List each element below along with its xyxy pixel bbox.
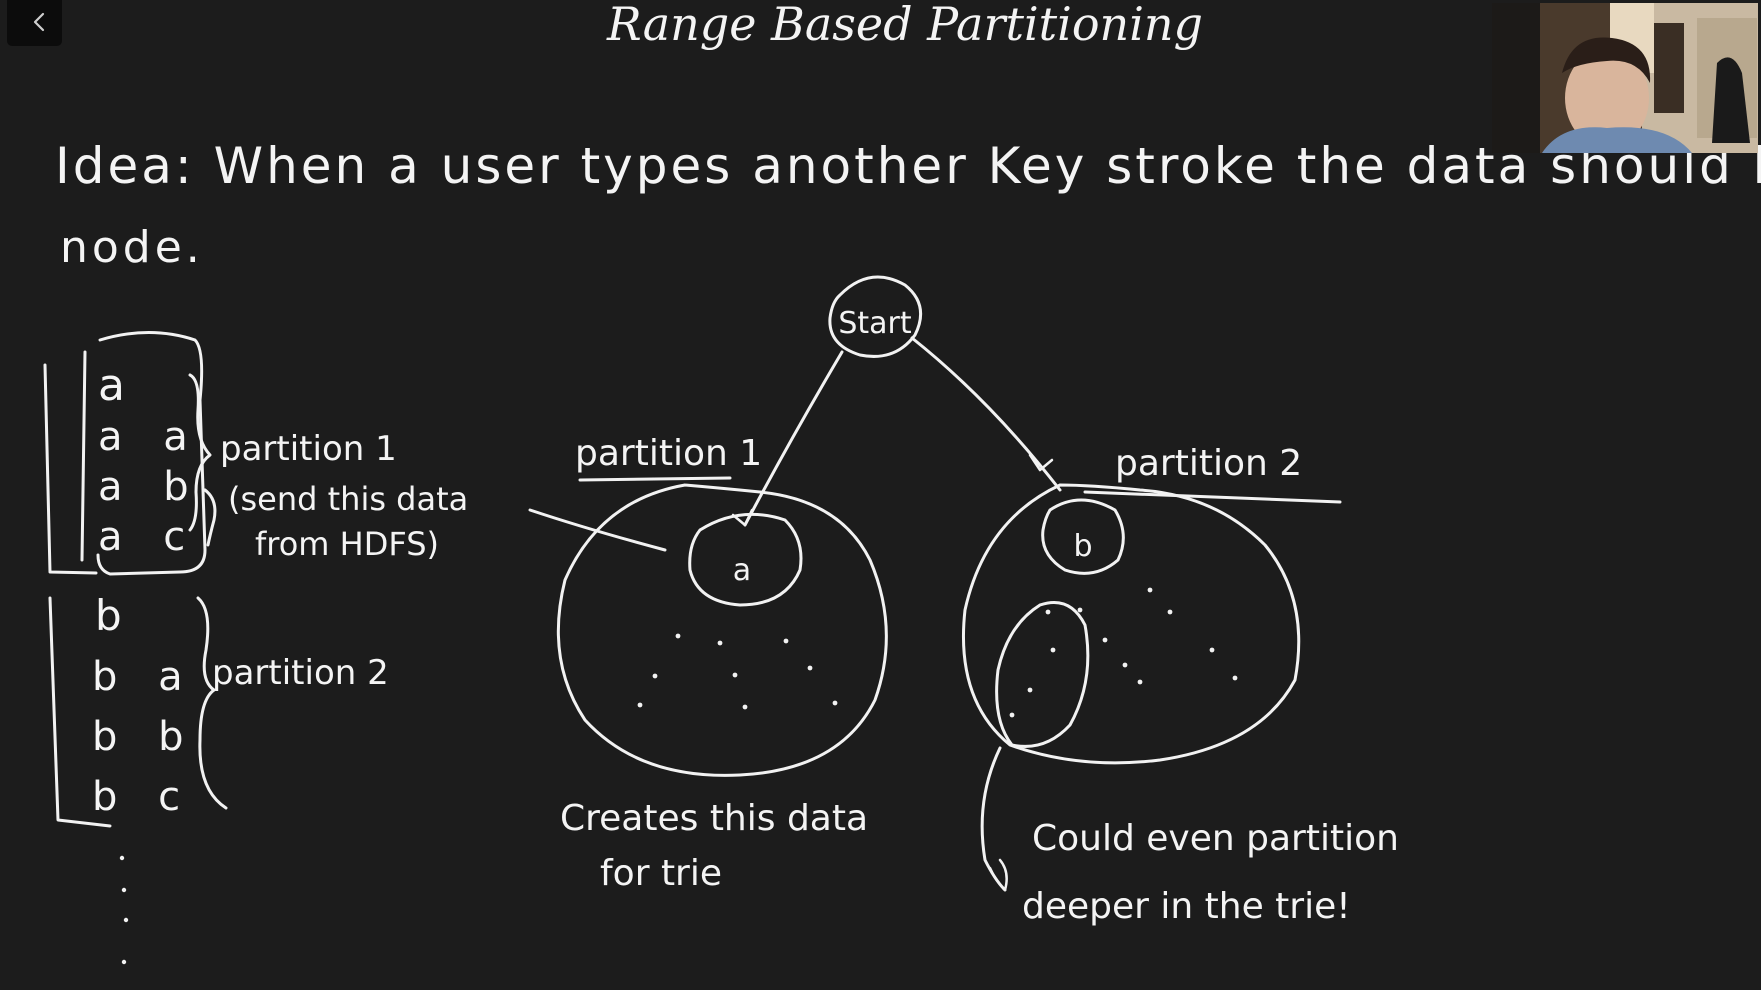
inner-bracket-group1 [80,350,87,562]
key-g2-1: b a [92,654,197,700]
trie-node-b [1041,498,1125,575]
presenter-video-feed [1492,3,1758,153]
brace-partition1 [188,373,212,532]
group1-box [96,331,207,576]
sub-partition-arrow [980,746,1007,892]
left-partition-incoming-line [528,508,667,552]
edge-root-to-a [743,350,844,527]
group1-note-line2: from HDFS) [255,525,439,563]
key-g1-1: a a [98,414,202,460]
key-list-diagram: a a a a b a c b b a b b b c partition 1 … [43,331,468,965]
right-partition-underline [1083,490,1342,504]
trie-root-label: Start [838,306,912,341]
edge-arrowhead-a [731,508,754,527]
key-g1-2: a b [98,464,203,510]
key-g1-3: a c [98,514,199,560]
left-partition-label: partition 1 [575,433,762,474]
trie-node-a-label: a [733,553,751,588]
right-partition-region [961,483,1301,765]
outer-bracket-group1 [43,363,98,575]
group2-label: partition 2 [212,653,389,693]
presenter-video-icon [1492,3,1758,153]
ellipsis-dot [121,887,127,893]
sub-partition-arrowhead [988,858,1008,892]
trie-root-node [828,275,923,358]
key-g1-0: a [98,360,125,411]
ellipsis-dot [123,917,129,923]
group1-label: partition 1 [220,429,397,469]
key-g2-0: b [95,591,122,640]
outer-bracket-group2 [48,596,112,828]
slide-title: Range Based Partitioning [606,0,1203,51]
trie-node-a [688,512,803,607]
left-partition-underline [578,476,732,482]
ellipsis-dot [121,959,127,965]
trie-node-b-label: b [1073,529,1092,564]
chevron-left-icon [33,12,45,32]
right-caption-line1: Could even partition [1032,818,1399,859]
key-g2-2: b b [92,714,198,760]
brace-note [203,488,217,547]
right-partition-descendants [1009,587,1238,718]
back-button[interactable] [7,0,62,46]
trie-diagram: Start a partition 1 [528,275,1399,927]
left-partition-descendants [637,633,838,710]
ellipsis-dot [119,855,125,861]
left-caption-line2: for trie [600,853,722,894]
edge-arrowhead-b [1028,453,1054,472]
right-partition-label: partition 2 [1115,443,1302,484]
idea-text-line2: node. [60,222,204,273]
left-partition-region [556,483,888,777]
idea-text-line1: Idea: When a user types another Key stro… [55,137,1761,195]
key-g2-3: b c [92,774,194,820]
right-caption-line2: deeper in the trie! [1022,886,1351,927]
sub-partition-region [995,601,1090,748]
brace-partition2 [196,596,228,810]
group1-note-line1: (send this data [228,480,468,518]
left-caption-line1: Creates this data [560,798,868,839]
